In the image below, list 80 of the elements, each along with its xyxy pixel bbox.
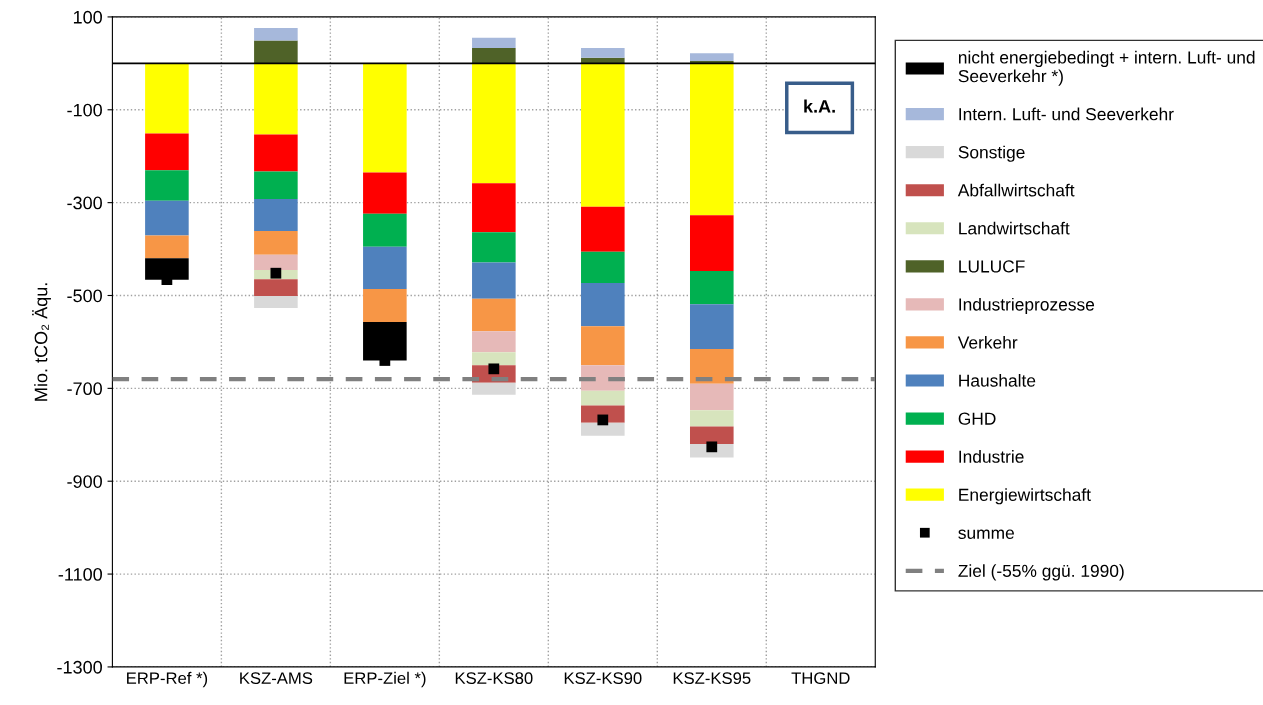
annotation: k.A. <box>804 99 835 113</box>
bar <box>254 28 298 41</box>
y-tick-label: -700 <box>67 382 102 396</box>
y-tick-label: -1300 <box>57 660 102 674</box>
y-tick-label: -1100 <box>58 568 102 581</box>
bar <box>145 200 189 236</box>
bar <box>581 57 625 64</box>
bar <box>145 235 189 259</box>
legend-label: Energiewirtschaft <box>959 488 1091 505</box>
bar <box>254 254 298 270</box>
bar <box>472 48 516 64</box>
bar <box>145 63 189 134</box>
bar <box>254 279 298 296</box>
bar <box>472 63 516 184</box>
legend-label: LULUCF <box>959 260 1025 273</box>
bar <box>581 422 625 436</box>
bar <box>689 304 734 349</box>
bar <box>363 213 407 247</box>
x-tick-label: KSZ-KS95 <box>673 672 751 685</box>
legend-label: Ziel (-55% ggü. 1990) <box>958 564 1124 581</box>
y-tick-label: 100 <box>73 10 102 24</box>
legend-label: Abfallwirtschaft <box>957 183 1075 197</box>
bar <box>472 382 516 395</box>
point <box>270 267 282 279</box>
bar <box>254 198 298 231</box>
bar <box>145 170 189 201</box>
bar <box>472 37 516 49</box>
bar <box>472 352 516 366</box>
bar <box>254 230 298 255</box>
y-tick-label: -500 <box>67 289 102 303</box>
bar <box>472 183 516 233</box>
legend-label: Haushalte <box>959 373 1036 387</box>
bar <box>581 326 625 366</box>
x-tick-label: ERP-Ref *) <box>127 671 208 688</box>
legend-label: Industrie <box>959 450 1024 463</box>
bar <box>689 270 734 305</box>
bar <box>472 298 516 332</box>
bar <box>363 289 407 322</box>
bar <box>581 251 625 283</box>
legend-label: Intern. Luft- und Seeverkehr <box>959 107 1174 121</box>
bar <box>472 262 516 299</box>
legend-label: Sonstige <box>958 145 1025 162</box>
y-axis-title: Mio. tCO₂ Äqu. <box>32 283 51 401</box>
bar <box>254 295 298 309</box>
legend-label: GHD <box>958 412 996 425</box>
bar <box>689 63 734 216</box>
bar <box>689 383 734 411</box>
legend-label: summe <box>958 529 1014 539</box>
y-tick-label: -100 <box>67 103 102 117</box>
bar <box>363 246 407 289</box>
bar <box>689 215 734 271</box>
bar <box>145 133 189 171</box>
x-tick-label: KSZ-KS80 <box>455 672 533 685</box>
bar <box>254 134 298 172</box>
legend-label: nicht energiebedingt + intern. Luft- und Seeverkehr *) <box>958 50 1255 86</box>
bar <box>581 63 625 207</box>
legend-label: Verkehr <box>957 335 1018 349</box>
bar <box>689 426 734 445</box>
bar <box>581 206 625 252</box>
x-tick-label: KSZ-AMS <box>240 672 313 685</box>
bar <box>581 282 625 327</box>
x-tick-label: THGND <box>791 672 850 685</box>
bar <box>472 232 516 263</box>
bar <box>581 48 625 58</box>
bar <box>581 390 625 406</box>
bar <box>689 53 734 62</box>
bar <box>472 331 516 353</box>
y-tick-label: -300 <box>67 196 102 210</box>
y-tick-label: -900 <box>67 475 102 488</box>
legend-label: Landwirtschaft <box>959 221 1070 235</box>
bar <box>363 63 407 173</box>
bar <box>689 410 734 427</box>
bar <box>254 63 298 135</box>
bar <box>254 171 298 199</box>
legend-label: Industrieprozesse <box>959 297 1095 315</box>
bar <box>689 348 734 384</box>
bar <box>363 172 407 214</box>
x-tick-label: KSZ-KS90 <box>564 672 642 685</box>
bar <box>254 40 298 64</box>
x-tick-label: ERP-Ziel *) <box>344 671 426 688</box>
